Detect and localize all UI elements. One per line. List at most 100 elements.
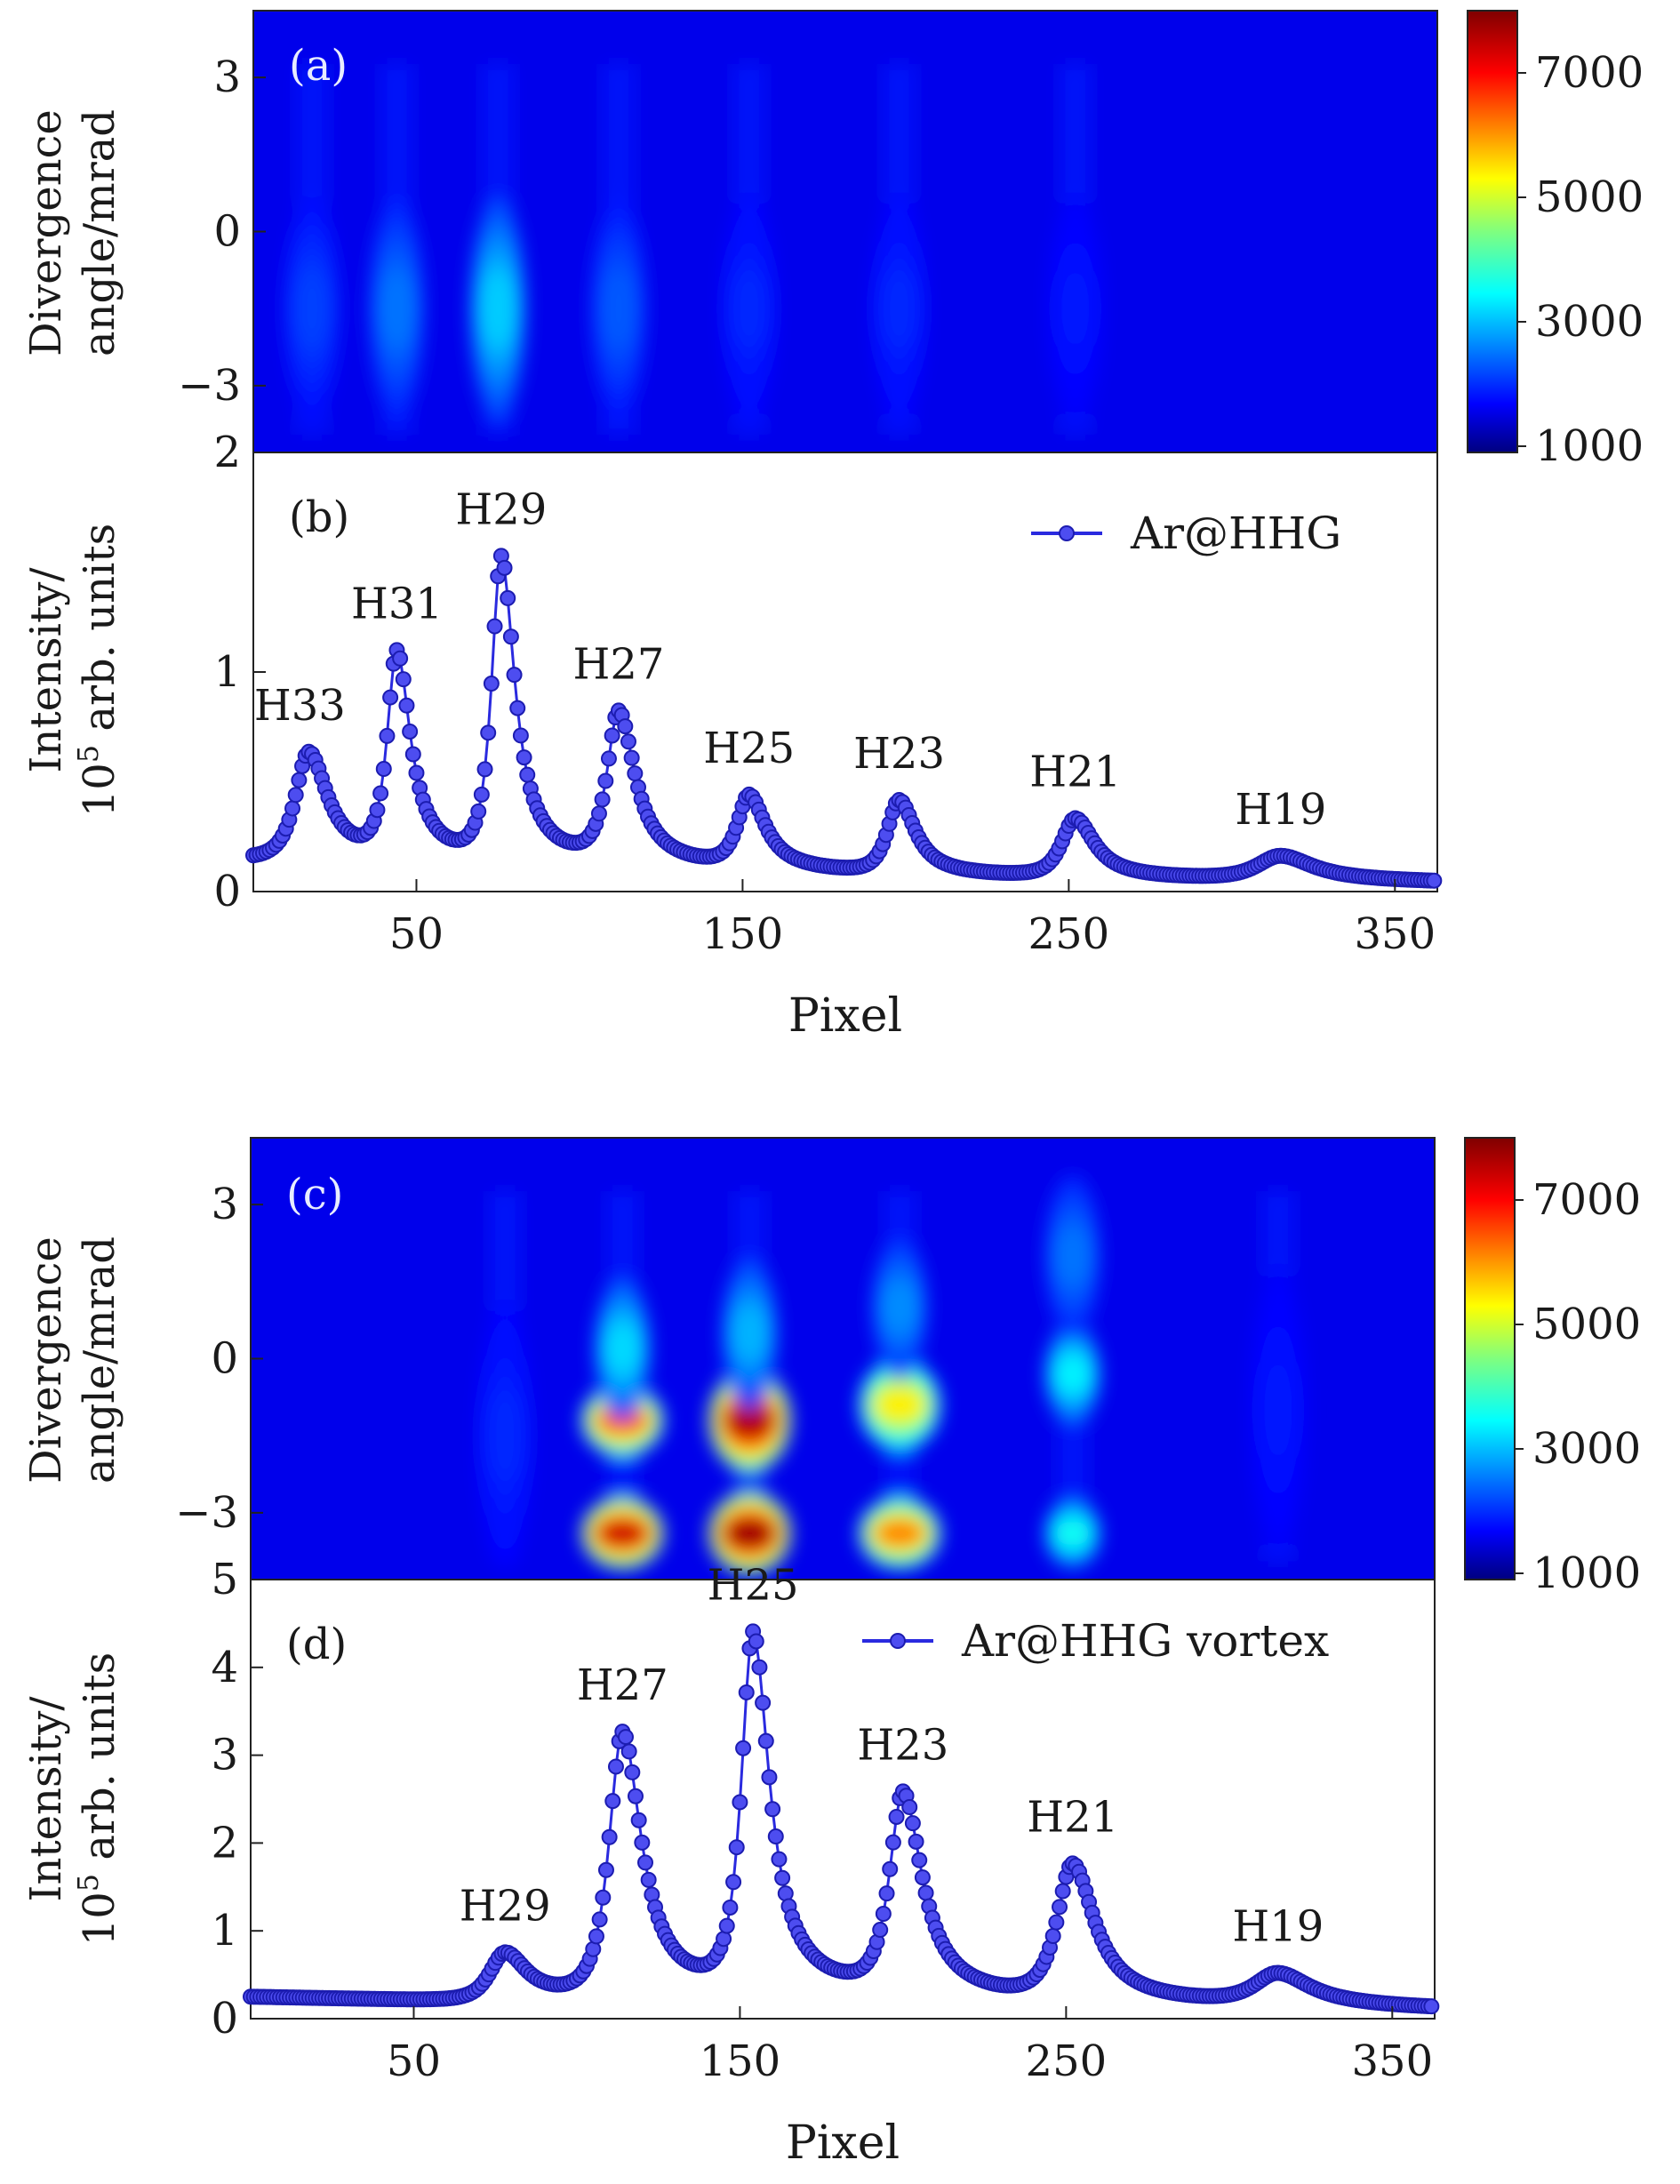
ylabel-d-line2: 105 arb. units (71, 1652, 124, 1947)
data-point-d-207 (917, 1884, 934, 1901)
ylabel-c-line2: angle/mrad (75, 1236, 124, 1484)
panel-a: (a) 3 0 −3 Divergence angle/mrad 7000 5000 3… (21, 10, 1644, 471)
data-point-b-115 (620, 733, 636, 750)
data-point-d-151 (735, 1740, 752, 1756)
data-point-b-47 (398, 697, 415, 714)
heatmap-c-stripe-1-lobe-1-level-5 (597, 1408, 647, 1433)
ylabel-d-line2-base: 10 (75, 1892, 124, 1946)
xticks-d: 50 150 250 350 (387, 2006, 1433, 2086)
ytick-label-d-0: 0 (211, 1994, 238, 2044)
data-point-d-157 (755, 1694, 772, 1711)
colorbar-a-gradient (1467, 10, 1518, 453)
data-point-b-362 (1426, 872, 1443, 889)
xtick-label-b-2: 250 (1028, 909, 1110, 959)
peak-label-b-h33: H33 (254, 681, 346, 731)
peak-label-b-h31: H31 (351, 579, 443, 628)
panel-label-c: (c) (286, 1170, 343, 1220)
data-point-b-84 (519, 766, 536, 783)
legend-d-marker (890, 1633, 906, 1649)
data-point-d-156 (751, 1659, 768, 1676)
colorbar-c: 7000 5000 3000 1000 (1464, 1137, 1641, 1598)
xtick-label-d-3: 350 (1351, 2036, 1433, 2086)
data-point-b-38 (369, 802, 386, 819)
data-point-b-79 (502, 628, 519, 645)
peak-label-b-h27: H27 (573, 639, 665, 689)
ylabel-a-line2: angle/mrad (75, 109, 124, 356)
data-point-b-77 (496, 559, 513, 576)
colorbar-tick-label-a-0: 7000 (1535, 48, 1644, 98)
heatmap-c-stripe-5-lobe-0-level-5 (1260, 1362, 1296, 1459)
ylabel-b-line1: Intensity/ (21, 567, 71, 773)
yticks-c: 3 0 −3 (175, 1180, 263, 1538)
data-point-d-145 (716, 1931, 732, 1948)
legend-b-label: Ar@HHG (1130, 508, 1341, 559)
data-point-b-80 (506, 667, 523, 684)
data-point-b-14 (291, 772, 308, 788)
data-point-d-206 (914, 1869, 931, 1886)
plot-b-frame (252, 452, 1438, 892)
ytick-label-b-2: 2 (213, 428, 241, 477)
data-point-b-12 (284, 800, 301, 817)
ytick-label-a-2: −3 (178, 361, 241, 411)
peak-labels-d: H29 H27 H25 H23 H21 H19 (460, 1560, 1324, 1951)
data-point-d-149 (728, 1839, 745, 1856)
peak-label-b-h19: H19 (1235, 785, 1326, 835)
xtick-label-d-1: 150 (700, 2036, 781, 2086)
data-point-b-114 (617, 718, 634, 735)
data-point-d-110 (601, 1828, 618, 1845)
peak-label-d-h29: H29 (460, 1881, 551, 1931)
colorbar-c-gradient (1464, 1137, 1516, 1580)
data-point-b-45 (392, 650, 409, 667)
plot-d-series (243, 1623, 1440, 2015)
peak-label-b-h29: H29 (455, 484, 547, 534)
colorbar-tick-label-c-0: 7000 (1532, 1175, 1641, 1225)
peak-label-b-h23: H23 (853, 729, 945, 779)
data-point-b-46 (395, 671, 412, 688)
panel-d: H29 H27 H25 H23 H21 H19 0 1 2 3 4 5 50 150 250 350 (d… (21, 1555, 1440, 2170)
heatmap-c-stripe-0-lobe-0-level-5 (487, 1391, 524, 1481)
data-point-d-195 (878, 1885, 895, 1902)
data-point-d-122 (640, 1871, 657, 1888)
data-point-d-152 (738, 1684, 755, 1700)
data-point-d-247 (1048, 1914, 1065, 1931)
ylabel-b-line2: 105 arb. units (71, 524, 124, 818)
data-point-b-83 (516, 749, 532, 766)
data-point-d-196 (882, 1860, 899, 1877)
data-point-b-50 (408, 764, 425, 781)
data-point-d-106 (588, 1928, 604, 1945)
xticks-b: 50 150 250 350 (389, 879, 1436, 959)
data-point-b-41 (379, 727, 396, 744)
data-point-d-111 (604, 1793, 621, 1810)
ytick-label-d-1: 1 (211, 1906, 238, 1956)
data-point-d-147 (722, 1899, 739, 1916)
heatmap-a-stripe-0-lobe-0-level-5 (293, 270, 331, 347)
legend-b: Ar@HHG (1031, 508, 1341, 559)
heatmap-a-stripe-2-lobe-0-level-5 (480, 270, 516, 347)
data-point-d-146 (718, 1917, 735, 1934)
panel-label-b: (b) (289, 492, 349, 542)
ytick-label-c-2: −3 (175, 1488, 238, 1538)
colorbar-tick-label-a-1: 5000 (1535, 172, 1644, 222)
data-point-d-193 (872, 1922, 889, 1939)
xtick-label-b-1: 150 (702, 909, 784, 959)
data-point-d-107 (591, 1911, 608, 1928)
peak-label-b-h25: H25 (703, 724, 795, 773)
data-point-d-155 (748, 1633, 764, 1650)
ylabel-b-line2-sup: 5 (71, 745, 105, 763)
colorbar-a-ticks: 7000 5000 3000 1000 (1517, 48, 1644, 471)
data-point-b-116 (623, 749, 640, 766)
yticks-b: 0 1 2 (213, 428, 266, 916)
data-point-b-42 (382, 689, 399, 706)
data-point-b-70 (473, 786, 490, 803)
data-point-d-202 (901, 1799, 918, 1816)
ytick-label-a-1: 0 (213, 207, 241, 257)
colorbar-c-ticks: 7000 5000 3000 1000 (1515, 1175, 1641, 1598)
heatmap-c-stripe-1-lobe-2-level-5 (604, 1324, 641, 1372)
data-point-d-160 (764, 1801, 781, 1818)
data-point-d-117 (624, 1764, 641, 1780)
data-point-d-148 (725, 1874, 742, 1891)
heatmap-c-stripe-4-lobe-1-level-5 (1054, 1356, 1091, 1392)
heatmap-a-stripe-1-lobe-0-level-5 (379, 270, 415, 347)
xlabel-b: Pixel (788, 989, 902, 1043)
